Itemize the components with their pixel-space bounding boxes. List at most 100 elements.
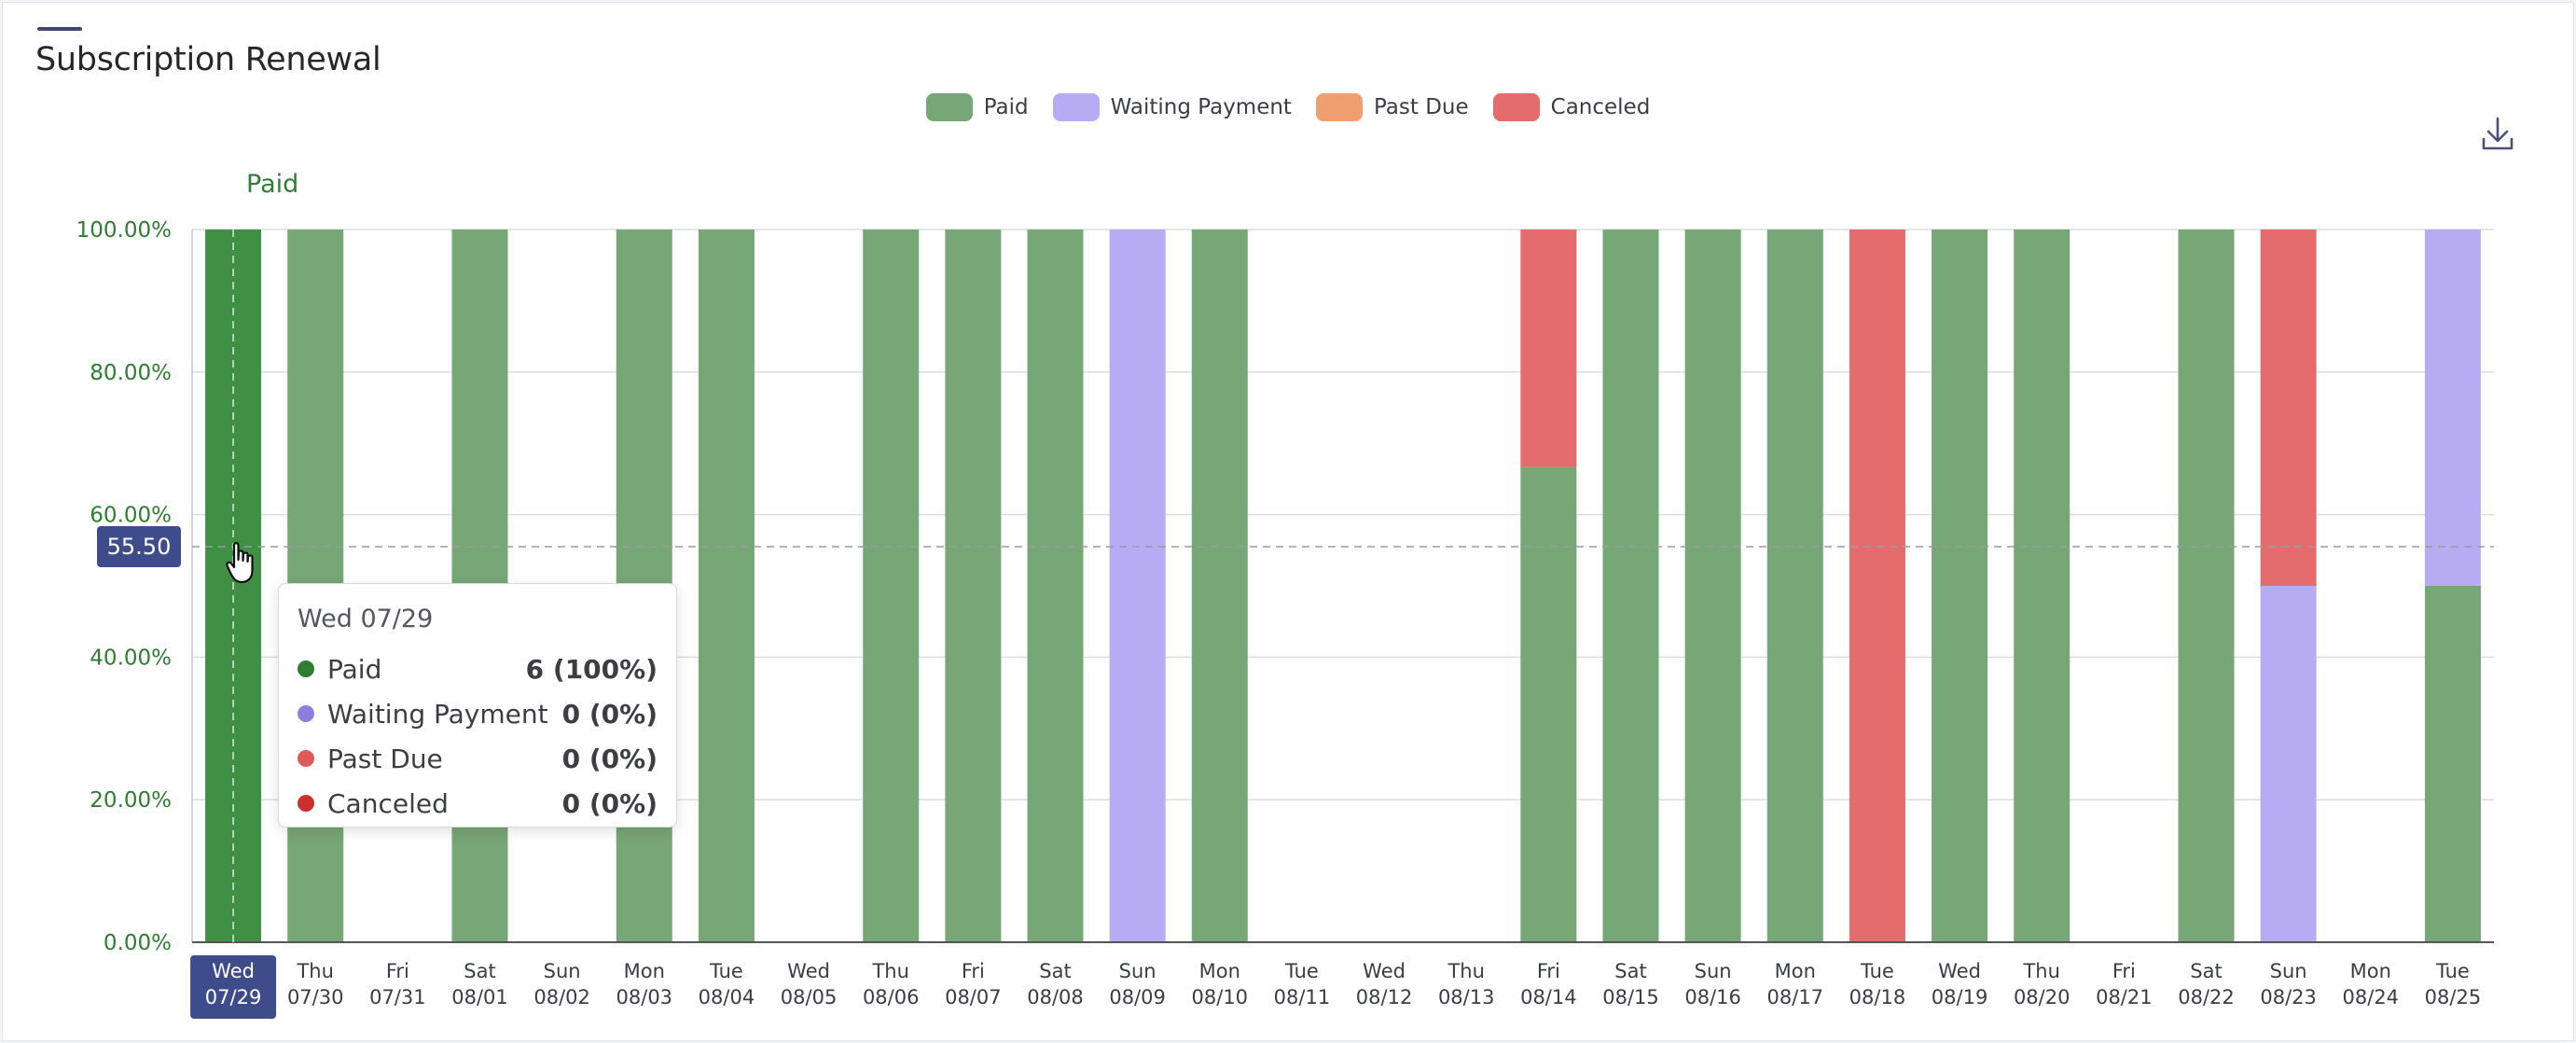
x-tick-label-date: 08/10 (1192, 986, 1249, 1008)
tooltip-row-name: Waiting Payment (327, 698, 548, 730)
bar-paid (863, 229, 920, 942)
download-icon[interactable] (2481, 116, 2514, 153)
x-tick-label-day: Sun (1695, 960, 1732, 982)
legend-label: Paid (983, 95, 1029, 119)
x-tick-label-date: 08/14 (1520, 986, 1577, 1008)
x-tick-label-day: Tue (1284, 960, 1319, 982)
y-tick-label: 60.00% (90, 504, 172, 528)
x-tick-label-date: 08/01 (451, 986, 508, 1008)
legend-swatch-paid (925, 93, 973, 121)
bar-paid (1932, 229, 1988, 942)
x-tick-label-date: 08/02 (533, 986, 590, 1008)
x-tick-label-date: 08/11 (1274, 986, 1331, 1008)
bar-paid (1520, 466, 1577, 942)
x-tick-label-date: 07/31 (369, 986, 426, 1008)
bar-canceled (2260, 229, 2317, 586)
legend-item-paid[interactable]: Paid (925, 93, 1029, 121)
tooltip-row-paid: Paid 6 (100%) (298, 647, 658, 691)
x-tick-highlight (190, 955, 277, 1019)
pointer-hand-icon (226, 541, 259, 586)
x-tick-label-date: 08/04 (699, 986, 755, 1008)
tooltip-row-name: Paid (327, 653, 382, 685)
x-tick-label-date: 08/22 (2178, 986, 2235, 1008)
x-tick-label-date: 08/06 (863, 986, 920, 1008)
tooltip-date: Wed 07/29 (298, 605, 434, 633)
x-tick-label-day: Mon (624, 960, 665, 982)
legend: Paid Waiting Payment Past Due Canceled (0, 93, 2576, 121)
x-tick-label-day: Thu (1447, 960, 1484, 982)
x-tick-label-date: 08/23 (2260, 986, 2317, 1008)
bar-paid (698, 229, 755, 942)
x-tick-label-date: 08/16 (1684, 986, 1741, 1008)
x-tick-label-day: Thu (296, 960, 333, 982)
tooltip-row-name: Canceled (327, 787, 449, 819)
bar-paid (945, 229, 1002, 942)
x-tick-label-day: Fri (1537, 960, 1560, 982)
bar-waiting-payment (2424, 229, 2481, 586)
x-tick-label-date: 07/30 (287, 986, 344, 1008)
chart-title: Subscription Renewal (35, 41, 381, 78)
x-tick-label-date: 08/24 (2343, 986, 2400, 1008)
x-tick-label-date: 08/17 (1767, 986, 1824, 1008)
x-tick-label-day: Thu (871, 960, 908, 982)
x-tick-label-day: Tue (709, 960, 743, 982)
crosshair-value-label: 55.50 (97, 526, 181, 567)
legend-item-waiting-payment[interactable]: Waiting Payment (1052, 93, 1292, 121)
y-tick-label: 100.00% (76, 218, 172, 243)
bar-waiting-payment (1109, 229, 1166, 942)
bar-canceled (1520, 229, 1577, 467)
x-tick-label-date: 07/29 (205, 986, 262, 1008)
x-tick-label-day: Mon (1199, 960, 1240, 982)
x-tick-label-date: 08/18 (1849, 986, 1906, 1008)
tooltip-row-waiting-payment: Waiting Payment 0 (0%) (298, 691, 658, 736)
tooltip-dot-waiting-payment (298, 705, 314, 722)
x-tick-label-day: Sat (1614, 960, 1646, 982)
x-tick-label-day: Mon (1775, 960, 1816, 982)
hovered-series-label: Paid (246, 170, 299, 199)
bar-paid (2014, 229, 2070, 942)
x-tick-label-day: Fri (962, 960, 985, 982)
y-tick-label: 80.00% (90, 361, 172, 385)
x-tick-label-date: 08/13 (1438, 986, 1495, 1008)
x-tick-label-date: 08/19 (1932, 986, 1988, 1008)
x-tick-label-day: Sat (1039, 960, 1071, 982)
legend-swatch-past-due (1315, 93, 1363, 121)
y-tick-label: 0.00% (104, 931, 172, 955)
legend-item-canceled[interactable]: Canceled (1492, 93, 1650, 121)
x-tick-label-day: Wed (1363, 960, 1406, 982)
title-accent-line (37, 27, 82, 31)
x-tick-label-day: Tue (1860, 960, 1894, 982)
y-tick-label: 40.00% (90, 646, 172, 670)
bar-paid (1684, 229, 1741, 942)
x-tick-label-day: Wed (212, 960, 255, 982)
download-icon-svg (2482, 117, 2514, 150)
bar-paid (1766, 229, 1823, 942)
x-tick-label-day: Fri (386, 960, 409, 982)
x-tick-label-day: Sat (2190, 960, 2222, 982)
x-tick-label-date: 08/21 (2096, 986, 2153, 1008)
tooltip-row-canceled: Canceled 0 (0%) (298, 781, 658, 826)
x-tick-label-date: 08/20 (2014, 986, 2070, 1008)
x-tick-label-day: Wed (1938, 960, 1981, 982)
bar-paid (1602, 229, 1659, 942)
tooltip-row-value: 0 (0%) (561, 698, 658, 730)
x-tick-label-day: Wed (787, 960, 830, 982)
x-tick-label-day: Sat (464, 960, 495, 982)
legend-swatch-canceled (1492, 93, 1540, 121)
x-tick-label-day: Sun (544, 960, 581, 982)
x-tick-label-date: 08/12 (1356, 986, 1413, 1008)
tooltip-row-value: 0 (0%) (561, 787, 658, 819)
legend-label: Waiting Payment (1110, 95, 1292, 119)
legend-swatch-waiting-payment (1052, 93, 1100, 121)
bar-paid (2178, 229, 2235, 942)
tooltip-row-name: Past Due (327, 743, 443, 774)
bar-paid (2424, 586, 2481, 942)
x-tick-label-day: Fri (2112, 960, 2136, 982)
legend-label: Past Due (1373, 95, 1469, 119)
bar-canceled (1849, 229, 1905, 942)
legend-item-past-due[interactable]: Past Due (1315, 93, 1469, 121)
tooltip-row-past-due: Past Due 0 (0%) (298, 736, 658, 781)
tooltip-dot-canceled (298, 795, 314, 812)
